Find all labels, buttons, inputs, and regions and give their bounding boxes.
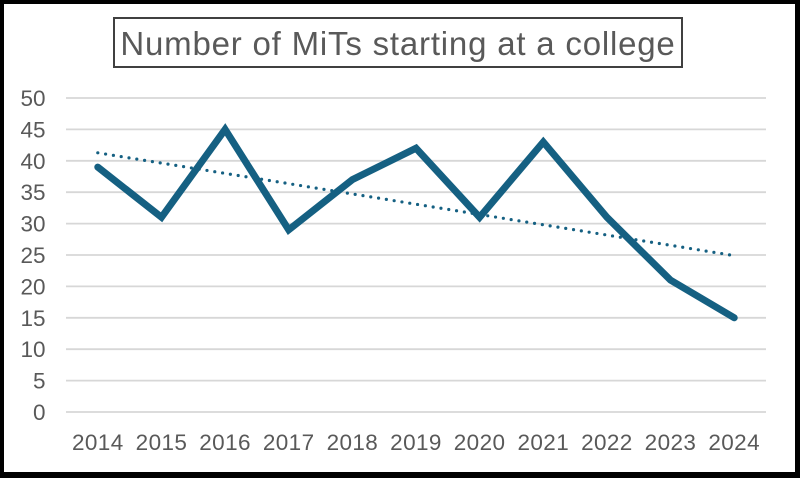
svg-text:2021: 2021: [517, 430, 569, 455]
svg-text:2014: 2014: [72, 430, 124, 455]
svg-text:25: 25: [20, 243, 45, 268]
svg-text:2020: 2020: [454, 430, 506, 455]
svg-text:35: 35: [20, 180, 45, 205]
svg-text:2018: 2018: [327, 430, 379, 455]
svg-text:2017: 2017: [263, 430, 315, 455]
svg-text:2024: 2024: [708, 430, 760, 455]
svg-text:30: 30: [20, 212, 45, 237]
svg-text:10: 10: [20, 337, 45, 362]
svg-text:5: 5: [33, 369, 46, 394]
svg-text:0: 0: [33, 400, 46, 425]
svg-text:2019: 2019: [390, 430, 442, 455]
svg-text:2016: 2016: [199, 430, 251, 455]
svg-text:2023: 2023: [645, 430, 697, 455]
svg-text:15: 15: [20, 306, 45, 331]
svg-text:2015: 2015: [136, 430, 188, 455]
svg-text:20: 20: [20, 274, 45, 299]
svg-text:2022: 2022: [581, 430, 633, 455]
svg-text:50: 50: [20, 86, 45, 111]
svg-text:45: 45: [20, 117, 45, 142]
svg-text:40: 40: [20, 149, 45, 174]
